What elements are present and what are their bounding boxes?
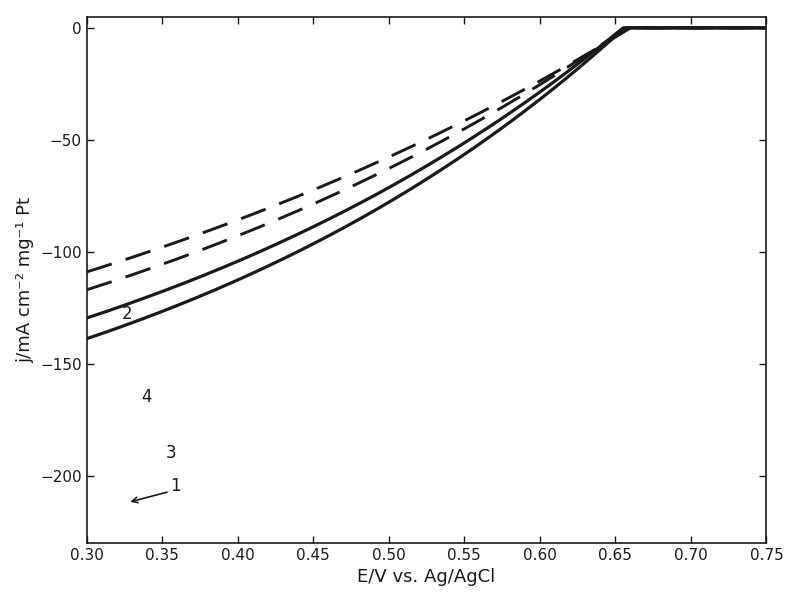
Text: 1: 1 bbox=[170, 478, 181, 496]
Text: 2: 2 bbox=[122, 305, 132, 323]
Text: 4: 4 bbox=[141, 388, 151, 406]
Text: 3: 3 bbox=[166, 444, 176, 462]
Y-axis label: j/mA cm⁻² mg⁻¹ Pt: j/mA cm⁻² mg⁻¹ Pt bbox=[17, 197, 34, 363]
X-axis label: E/V vs. Ag/AgCl: E/V vs. Ag/AgCl bbox=[358, 569, 496, 586]
